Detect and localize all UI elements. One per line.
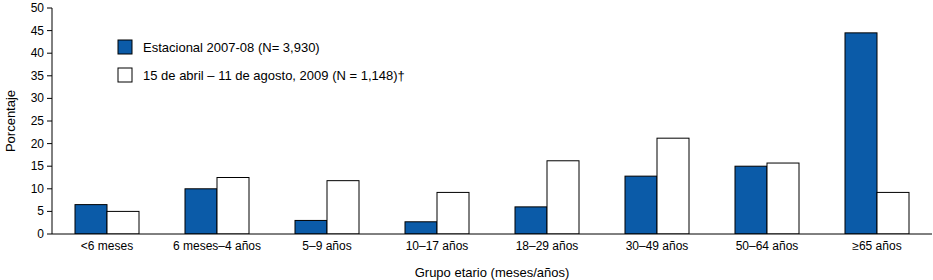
bar bbox=[295, 220, 327, 234]
legend-label: 15 de abril – 11 de agosto, 2009 (N = 1,… bbox=[143, 68, 405, 83]
chart: 0 5 10 15 20 25 30 35 40 45 50 <6 meses 6 meses–4 añ… bbox=[0, 0, 933, 280]
y-tick bbox=[47, 143, 52, 144]
bar bbox=[625, 176, 657, 234]
y-tick bbox=[47, 234, 52, 235]
bar bbox=[437, 192, 469, 234]
y-tick-label: 25 bbox=[31, 114, 45, 128]
bar bbox=[75, 205, 107, 234]
legend-swatch bbox=[118, 68, 132, 82]
bar bbox=[735, 166, 767, 234]
x-tick-label: ≥65 años bbox=[852, 239, 901, 253]
y-tick bbox=[47, 211, 52, 212]
x-axis-label: Grupo etario (meses/años) bbox=[415, 265, 570, 280]
bar bbox=[657, 138, 689, 234]
bar bbox=[547, 161, 579, 234]
y-tick-label: 40 bbox=[31, 46, 45, 60]
x-tick-label: 50–64 años bbox=[736, 239, 799, 253]
y-tick-label: 50 bbox=[31, 1, 45, 15]
bar bbox=[515, 207, 547, 234]
legend-label: Estacional 2007-08 (N= 3,930) bbox=[143, 40, 320, 55]
y-axis-label: Porcentaje bbox=[3, 90, 18, 152]
legend-swatch bbox=[118, 40, 132, 54]
y-tick-label: 45 bbox=[31, 24, 45, 38]
y-tick bbox=[47, 121, 52, 122]
x-tick-label: 18–29 años bbox=[516, 239, 579, 253]
y-tick bbox=[47, 188, 52, 189]
y-tick bbox=[47, 166, 52, 167]
x-tick-label: 30–49 años bbox=[626, 239, 689, 253]
bar bbox=[185, 189, 217, 234]
bar bbox=[845, 33, 877, 234]
x-tick-label: 5–9 años bbox=[302, 239, 351, 253]
x-axis bbox=[52, 234, 932, 235]
bars bbox=[75, 33, 909, 234]
y-tick bbox=[47, 53, 52, 54]
y-tick bbox=[47, 98, 52, 99]
y-tick-label: 30 bbox=[31, 91, 45, 105]
y-tick bbox=[47, 8, 52, 9]
y-tick bbox=[47, 30, 52, 31]
x-tick-label: <6 meses bbox=[81, 239, 133, 253]
bar bbox=[405, 222, 437, 234]
y-tick-label: 35 bbox=[31, 69, 45, 83]
y-tick-label: 20 bbox=[31, 137, 45, 151]
y-tick-label: 5 bbox=[37, 204, 44, 218]
bar bbox=[327, 181, 359, 234]
y-tick bbox=[47, 75, 52, 76]
y-tick-label: 0 bbox=[37, 227, 44, 241]
y-tick-label: 15 bbox=[31, 159, 45, 173]
bar bbox=[217, 178, 249, 235]
bar bbox=[767, 163, 799, 234]
y-tick-label: 10 bbox=[31, 182, 45, 196]
bar bbox=[107, 211, 139, 234]
bar bbox=[877, 192, 909, 234]
x-tick-label: 6 meses–4 años bbox=[173, 239, 261, 253]
x-tick-label: 10–17 años bbox=[406, 239, 469, 253]
